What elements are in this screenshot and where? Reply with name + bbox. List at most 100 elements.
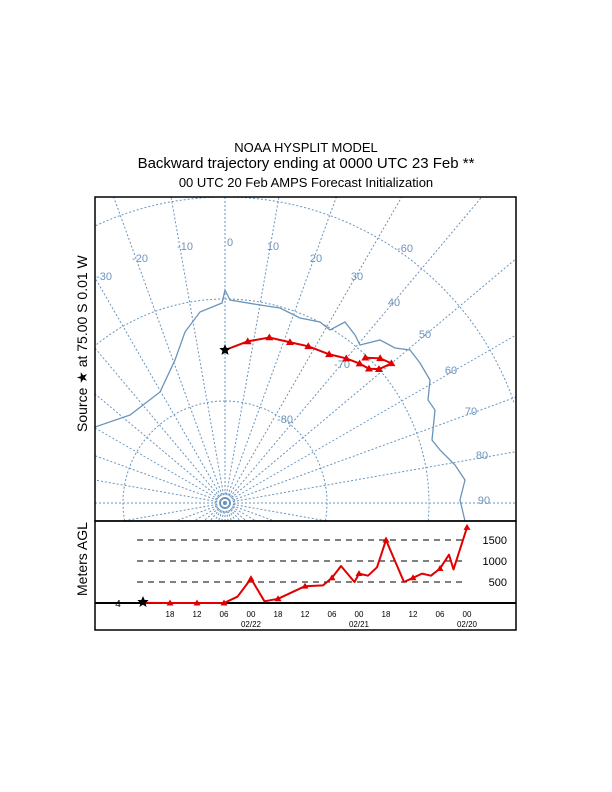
meridian <box>217 502 226 521</box>
longitude-label: -10 <box>177 241 193 253</box>
height-marker <box>463 523 471 530</box>
trajectory-marker <box>355 359 364 367</box>
height-marker <box>409 574 417 581</box>
meridian <box>193 502 226 521</box>
latitude-label: -60 <box>397 243 413 255</box>
meridian <box>224 197 403 504</box>
trajectory-marker <box>304 342 313 350</box>
source-star-icon <box>219 344 231 355</box>
meridian <box>175 502 226 521</box>
longitude-label: 40 <box>388 297 400 309</box>
meridian <box>224 197 483 504</box>
trajectory-marker <box>265 333 274 341</box>
x-tick-label: 06 <box>328 610 337 619</box>
x-tick-label: 18 <box>166 610 175 619</box>
longitude-label: -30 <box>96 271 112 283</box>
meridian <box>224 451 516 504</box>
longitude-label: 10 <box>267 241 279 253</box>
x-tick-label: 18 <box>274 610 283 619</box>
source-height-label: 4 <box>115 599 121 610</box>
meridian <box>224 334 516 504</box>
date-label: 02/20 <box>457 620 478 629</box>
longitude-label: 0 <box>227 237 233 249</box>
height-marker <box>328 574 336 581</box>
longitude-label: 70 <box>465 406 477 418</box>
trajectory-marker <box>361 353 370 361</box>
trajectory-marker <box>285 338 294 346</box>
meridian <box>95 393 226 504</box>
source-star-icon <box>137 596 149 607</box>
meridian <box>203 502 226 521</box>
latitude-circle <box>225 197 515 404</box>
height-marker <box>193 599 201 606</box>
meridian <box>224 502 233 521</box>
meridian <box>122 502 226 521</box>
meridian <box>95 479 226 504</box>
plot-title: Backward trajectory ending at 0000 UTC 2… <box>137 155 475 172</box>
longitude-label: 90 <box>478 495 490 507</box>
meridian <box>95 455 226 504</box>
trajectory-marker <box>243 337 252 345</box>
grid-label: 500 <box>489 577 507 589</box>
longitude-label: 20 <box>310 253 322 265</box>
trajectory-marker <box>364 364 373 372</box>
height-marker <box>436 565 444 572</box>
latitude-label: -80 <box>277 414 293 426</box>
meridian <box>95 277 226 504</box>
latitude-circle <box>96 298 225 345</box>
meridian <box>95 347 226 504</box>
meridian <box>95 427 226 504</box>
longitude-label: 50 <box>419 329 431 341</box>
map-area: -80 -70 -60 -30 -20 -10 0 10 20 30 40 50 60 70 80 90 <box>95 197 516 521</box>
grid-label: 1000 <box>483 556 507 568</box>
height-marker <box>274 595 282 602</box>
height-marker <box>247 575 255 582</box>
date-label: 02/21 <box>349 620 370 629</box>
meridian <box>221 502 226 521</box>
meridian <box>224 502 275 521</box>
meridian <box>224 258 516 504</box>
meridian <box>224 502 236 521</box>
coastline <box>95 288 466 521</box>
height-marker <box>382 536 390 543</box>
meridian <box>214 502 226 521</box>
meridian <box>224 502 229 521</box>
model-title: NOAA HYSPLIT MODEL <box>234 140 378 155</box>
map-frame <box>94 196 517 522</box>
x-tick-label: 12 <box>409 610 418 619</box>
longitude-label: 60 <box>445 365 457 377</box>
x-tick-label: 06 <box>436 610 445 619</box>
latitude-circle <box>225 298 430 521</box>
latitude-label: -70 <box>334 359 350 371</box>
trajectory-marker <box>376 354 385 362</box>
trajectory-marker <box>342 354 351 362</box>
trajectory-marker <box>374 365 383 372</box>
trajectory-marker <box>387 359 396 367</box>
height-frame <box>94 520 517 631</box>
plot-subtitle: 00 UTC 20 Feb AMPS Forecast Initializati… <box>178 175 434 190</box>
trajectory-marker <box>325 350 334 358</box>
x-tick-label: 12 <box>193 610 202 619</box>
height-marker <box>220 599 228 606</box>
x-tick-label: 00 <box>247 610 256 619</box>
longitude-label: 30 <box>351 271 363 283</box>
x-tick-label: 00 <box>463 610 472 619</box>
height-line <box>142 527 468 604</box>
longitude-label: -20 <box>132 253 148 265</box>
meridian <box>224 502 247 521</box>
meridian <box>224 502 328 521</box>
meridian <box>113 197 226 504</box>
grid-label: 1500 <box>483 535 507 547</box>
height-marker <box>301 582 309 589</box>
height-marker <box>166 599 174 606</box>
x-tick-label: 00 <box>355 610 364 619</box>
longitude-label: 80 <box>476 450 488 462</box>
height-marker <box>355 570 363 577</box>
x-tick-label: 18 <box>382 610 391 619</box>
x-tick-label: 06 <box>220 610 229 619</box>
date-label: 02/22 <box>241 620 262 629</box>
x-tick-label: 12 <box>301 610 310 619</box>
meridian <box>224 502 257 521</box>
